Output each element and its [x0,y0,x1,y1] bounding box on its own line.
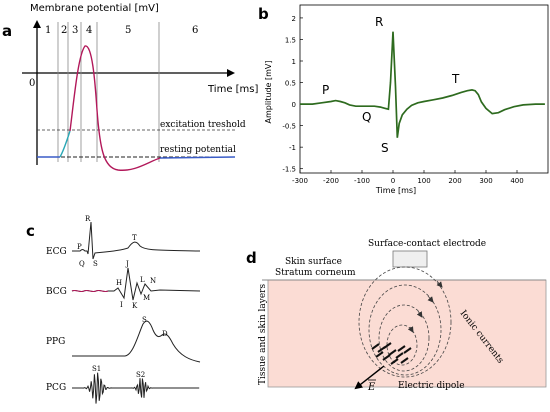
panel-a-label: a [2,22,12,40]
panel-b-x-tick-label: -100 [354,177,370,185]
panel-a-origin-label: 0 [29,78,35,89]
panel-b-y-tick-label: -0.5 [282,123,296,131]
skin-surface-label: Skin surface [285,257,342,267]
ecg-s-label: S [93,260,98,268]
panel-b-x-tick-label: -200 [323,177,339,185]
ppg-row-label: PPG [46,337,65,347]
action-potential-trace [69,45,161,171]
ecg-t-label: T [132,234,137,242]
ecg-p-label: P [77,243,82,251]
panel-b-label: b [258,5,269,23]
bcg-l-label: L [140,276,145,284]
panel-b-y-tick-label: 1 [292,58,296,66]
bcg-n-label: N [150,277,156,285]
ecg-trace [72,221,201,260]
ionic-current-loops [358,266,452,378]
bcg-trace-highlight [71,289,109,293]
ecg-s-wave-label: S [381,141,389,155]
panel-b-x-tick-label: -300 [292,177,308,185]
panel-b-y-tick-label: 0.5 [285,80,296,88]
phase-2-label: 2 [61,25,67,36]
panel-b-y-tick-label: 1.5 [285,36,296,44]
pcg-row-label: PCG [46,383,66,393]
bcg-row-label: BCG [46,287,67,297]
panel-b-y-tick-label: -1 [289,144,296,152]
panel-b-x-tick-label: 300 [479,177,492,185]
surface-contact-electrode [392,250,428,268]
phase-6-label: 6 [192,25,198,36]
tissue-layers-side-label: Tissue and skin layers [258,284,268,385]
pcg-trace [72,372,200,404]
phase-1-label: 1 [45,25,51,36]
electric-dipole-label: Electric dipole [398,381,465,391]
ecg-q-wave-label: Q [362,110,371,124]
electric-field-vector [354,365,385,390]
ecg-p-wave-label: P [322,83,329,97]
ecg-q-label: Q [79,260,85,268]
panel-b-y-tick-label: 2 [292,15,296,23]
panel-b-x-axis-label: Time [ms] [375,186,416,195]
ionic-current-arrows [407,280,443,333]
panel-b-x-tick-label: 200 [448,177,461,185]
panel-b-y-tick-label: -1.5 [282,166,296,174]
panel-b-x-tick-label: 100 [417,177,430,185]
bcg-k-label: K [132,302,138,310]
tissue-layer [267,279,547,388]
panel-a: a Membrane potential [mV] Time [ms] 0 1 … [2,3,259,171]
bcg-m-label: M [143,294,150,302]
bcg-trace [71,267,201,301]
resting-return-trace [159,156,236,159]
panel-c-label: c [26,222,35,240]
ecg-r-wave-label: R [375,15,383,29]
panel-b-plot-frame [299,4,549,174]
panel-b-x-ticks: -300 -200 -100 0 100 200 300 400 [292,170,524,185]
dipole-cluster [371,342,412,365]
pcg-s1-label: S1 [92,365,101,373]
excitation-threshold-label: excitation treshold [160,120,246,130]
panel-b-ecg-series-line [300,31,545,138]
panel-b: b 2 1.5 1 0.5 0 -0.5 -1 -1.5 -300 -200 -100 0 100 20… [258,4,549,195]
pcg-s2-label: S2 [136,371,145,379]
panel-a-y-axis-label: Membrane potential [mV] [30,3,159,14]
panel-b-y-tick-label: 0 [292,101,296,109]
panel-b-x-tick-label: 0 [391,177,395,185]
electric-field-vector-label: E [367,382,376,393]
phase-3-label: 3 [72,25,78,36]
ecg-t-wave-label: T [451,72,460,86]
phase-4-label: 4 [86,25,92,36]
depolarization-start-trace [59,130,71,158]
bcg-h-label: H [116,279,122,287]
bcg-i-label: I [120,301,123,309]
ppg-trace [72,320,201,363]
ppg-s-label: S [142,316,147,324]
electrode-label: Surface-contact electrode [368,239,486,249]
panel-a-phase-dividers [57,22,160,162]
bcg-j-label: J [125,260,129,268]
panel-b-y-ticks: 2 1.5 1 0.5 0 -0.5 -1 -1.5 [282,15,303,174]
panel-a-x-axis-label: Time [ms] [207,84,259,95]
panel-b-x-tick-label: 400 [510,177,523,185]
panel-c: c ECG P Q R S T BCG H I J K L M N PPG S … [26,215,201,404]
ecg-row-label: ECG [46,247,67,257]
phase-5-label: 5 [125,25,131,36]
resting-potential-label: resting potential [160,145,236,155]
ppg-d-label: D [162,330,168,338]
panel-d: d Surface-contact electrode Skin surface… [246,239,547,393]
panel-d-label: d [246,249,257,267]
panel-b-y-axis-label: Amplitude [mV] [264,60,273,123]
stratum-corneum-label: Stratum corneum [275,268,356,278]
ecg-r-label: R [85,215,91,223]
